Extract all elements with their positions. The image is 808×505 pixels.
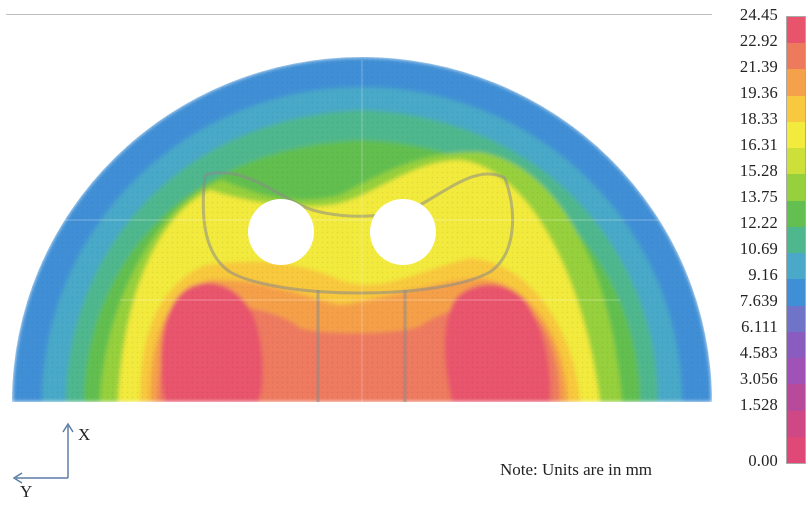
units-note: Note: Units are in mm [500,460,653,479]
legend-label: 13.75 [739,187,778,206]
color-scale-bar [786,16,806,464]
colorbar-segment [787,279,805,306]
legend-label: 10.69 [739,239,778,258]
colorbar-segment [787,226,805,254]
legend-label: 0.00 [748,451,778,470]
colorbar-segment [787,305,805,332]
colorbar-segment [787,436,805,463]
coordinate-axes-icon [12,422,74,484]
colorbar-segment [787,69,805,96]
colorbar-segment [787,410,805,437]
legend-label: 22.92 [739,31,778,50]
colorbar-segment [787,358,805,385]
colorbar-segment [787,200,805,227]
legend-label: 24.45 [739,5,778,24]
top-border-line [6,14,712,15]
legend-label: 15.28 [739,161,778,180]
legend-label: 6.111 [741,317,778,336]
legend-label: 7.639 [739,291,778,310]
legend-label: 18.33 [739,109,778,128]
colorbar-segment [787,253,805,280]
colorbar-segment [787,331,805,359]
bolt-hole-left [248,199,314,265]
colorbar-segment [787,174,805,201]
colorbar-segment [787,384,805,411]
legend-label: 12.22 [739,213,778,232]
legend-label: 3.056 [739,369,778,388]
legend-label: 1.528 [739,395,778,414]
legend-label: 4.583 [739,343,778,362]
bolt-hole-right [370,199,436,265]
colorbar-segment [787,17,805,44]
colorbar-segment [787,148,805,175]
axis-label-x: X [78,425,91,444]
legend-label: 19.36 [739,83,778,102]
legend-label: 21.39 [739,57,778,76]
component-outline [201,171,515,402]
colorbar-segment [787,121,805,149]
legend-label: 9.16 [748,265,778,284]
colorbar-segment [787,43,805,70]
legend-label: 16.31 [739,135,778,154]
colorbar-segment [787,95,805,122]
axis-label-y: Y [20,482,33,501]
